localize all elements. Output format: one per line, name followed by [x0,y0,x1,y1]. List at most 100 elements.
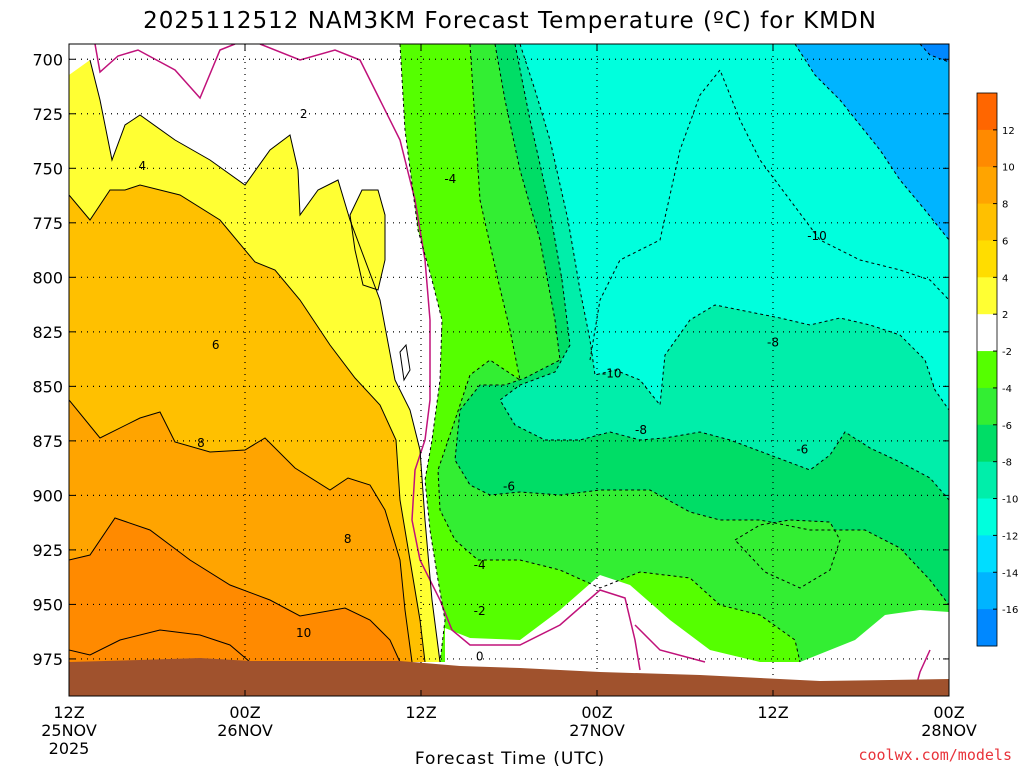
colorbar-swatch [977,535,997,573]
colorbar-label: -4 [1002,384,1012,395]
contour-lines [69,44,949,691]
colorbar-swatch [977,351,997,389]
contour-label: 4 [139,159,147,173]
colorbar-swatch [977,240,997,278]
x-tick-label-line2: 25NOV [41,721,97,740]
y-tick-label: 850 [32,377,63,396]
region-temp-neg2-to-2-island [400,345,410,380]
colorbar-swatch [977,93,997,131]
contour-label: -4 [474,558,486,572]
y-tick-label: 775 [32,214,63,233]
y-tick-label: 925 [32,541,63,560]
contour-2-line [89,59,441,663]
y-tick-label: 900 [32,486,63,505]
contour-label: -2 [474,604,486,618]
region-temp-neg10-to-neg14 [520,44,949,410]
x-tick-label-line2: 28NOV [921,721,977,740]
colorbar-label: 2 [1002,310,1008,321]
contour-6-line [69,399,413,663]
x-tick-label-line2: 27NOV [569,721,625,740]
contour-2-island [349,189,411,382]
contour-label: -4 [444,172,456,186]
y-tick-label: 975 [32,650,63,669]
colorbar-swatch [977,129,997,168]
colorbar-label: -10 [1002,495,1018,506]
colorbar-label: -16 [1002,605,1018,616]
y-tick-label: 725 [32,105,63,124]
plot-frame [68,43,950,697]
y-tick-label: 950 [32,595,63,614]
colorbar-swatch [977,572,997,610]
chart-title: 2025112512 NAM3KM Forecast Temperature (… [143,8,877,34]
y-tick-label: 800 [32,268,63,287]
contour-label: -8 [767,336,779,350]
contour-label: -6 [503,480,515,494]
colorbar-label: 10 [1002,163,1015,174]
x-tick-label-line1: 12Z [53,703,84,722]
colorbar-swatch [977,498,997,536]
contour-neg16-line [919,44,949,63]
colorbar-label: -14 [1002,568,1018,579]
x-tick-label-line1: 00Z [581,703,612,722]
terrain-ground [69,658,949,696]
contour-neg2-line [399,44,446,663]
colorbar-label: 8 [1002,200,1008,211]
contour-label: 8 [344,532,352,546]
contour-neg10-line [519,44,949,411]
contour-labels: 2 4 6 8 8 10 -4 -4 -2 0 -6 -10 -8 -10 -8 -6 [139,107,827,664]
contour-neg12-line [589,69,949,361]
colorbar-label: 4 [1002,273,1008,284]
colorbar-swatch [977,314,997,352]
contour-label: 10 [296,626,311,640]
region-temp-neg4-to-neg6-loop [735,520,840,588]
y-tick-label: 700 [32,50,63,69]
colorbar-label: -2 [1002,347,1012,358]
credit-text: coolwx.com/models [858,746,1012,764]
colorbar: 12 10 8 6 4 2 -2 -4 -6 -8 -10 -12 -14 -16 [976,92,1018,647]
region-temp-4-to-6 [69,185,425,662]
y-tick-label: 875 [32,432,63,451]
region-temp-6-to-8 [69,400,412,662]
colorbar-label: 6 [1002,236,1008,247]
x-axis-label: Forecast Time (UTC) [415,749,605,768]
x-tick-label-line3: 2025 [49,739,90,758]
region-temp-8-to-12 [69,518,400,662]
colorbar-swatch [977,461,997,500]
plot-area: 2 4 6 8 8 10 -4 -4 -2 0 -6 -10 -8 -10 -8 -6 [69,44,949,696]
colorbar-swatch [977,609,997,647]
colorbar-label: -8 [1002,458,1012,469]
colorbar-label: -12 [1002,531,1018,542]
y-tick-label: 750 [32,159,63,178]
colorbar-swatch [977,166,997,205]
contour-neg4-line [437,44,801,663]
contour-10-line [69,629,251,663]
contour-neg6-loop [734,519,841,589]
y-tick-label: 825 [32,323,63,342]
colorbar-frame [976,92,998,647]
contour-neg6-line [454,44,949,606]
colorbar-swatch [977,424,997,463]
contour-label: -10 [807,229,827,243]
frame-ticks [68,44,950,696]
colorbar-label: -6 [1002,421,1012,432]
colorbar-label: 12 [1002,126,1015,137]
x-tick-label-line1: 12Z [757,703,788,722]
x-tick-label-line1: 00Z [229,703,260,722]
colorbar-swatch [977,277,997,315]
region-temp-below-neg16 [920,44,949,62]
contour-label: 0 [476,650,484,664]
contour-label: -6 [796,443,808,457]
colorbar-swatch [977,387,997,426]
x-tick-label-line2: 26NOV [217,721,273,740]
contour-label: -10 [602,366,622,380]
contour-neg14-line [794,44,949,241]
colorbar-swatch [977,203,997,241]
contour-label: -8 [635,423,647,437]
y-axis-tick-labels: 700 725 750 775 800 825 850 875 900 925 950 975 [32,50,63,669]
grid-lines [69,44,949,696]
x-tick-label-line1: 00Z [933,703,964,722]
contour-8-line [69,517,401,663]
region-temp-2-to-4 [69,60,440,662]
